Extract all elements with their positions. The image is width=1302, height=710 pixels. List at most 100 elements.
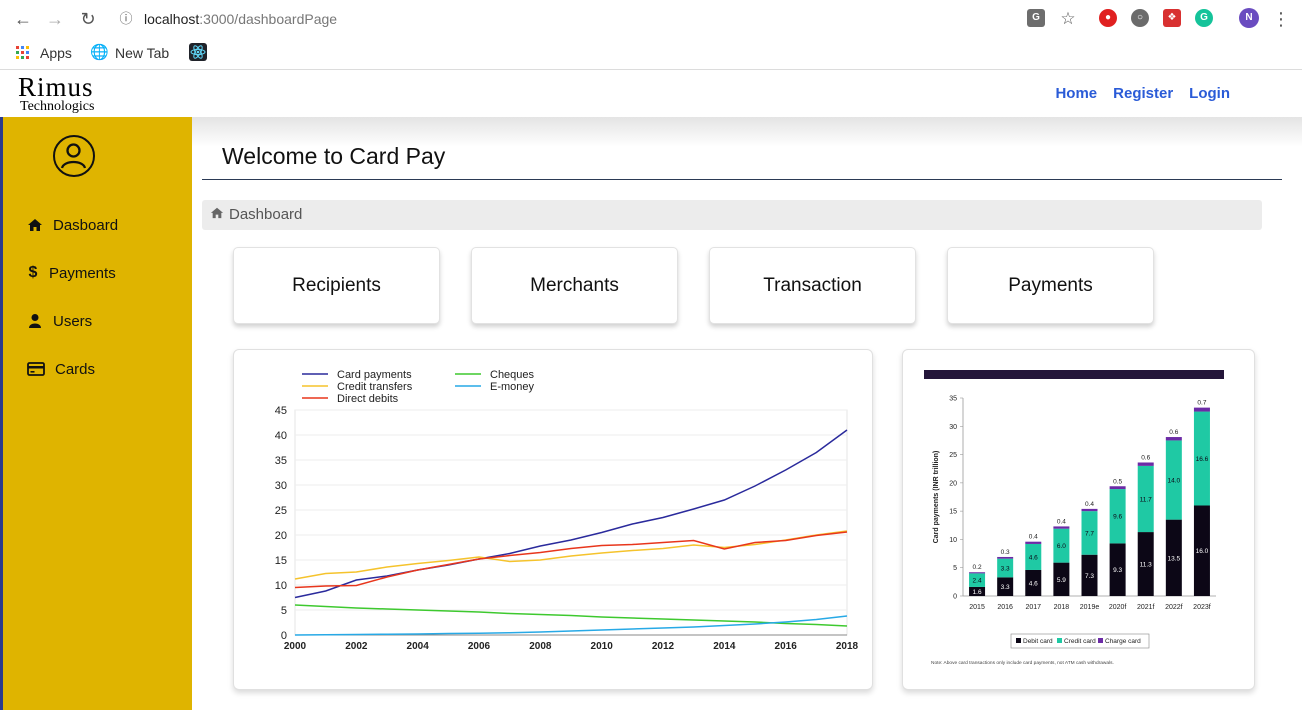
x-tick-label: 2016 — [775, 641, 798, 652]
extension-gray-icon[interactable]: ○ — [1131, 9, 1149, 27]
y-tick-label: 30 — [949, 424, 957, 431]
payments-card[interactable]: Payments — [947, 247, 1154, 324]
bar-value-label: 0.4 — [1057, 518, 1066, 525]
bar-value-label: 7.3 — [1085, 573, 1094, 580]
extension-red-icon[interactable]: ● — [1099, 9, 1117, 27]
apps-grid-icon[interactable] — [16, 46, 30, 60]
company-logo[interactable]: Rimus Technologics — [18, 72, 95, 114]
bar-value-label: 1.6 — [973, 589, 982, 596]
x-tick-label: 2018 — [1054, 604, 1070, 611]
bar-value-label: 13.5 — [1168, 555, 1181, 562]
browser-toolbar: ← → ↻ ⓘ localhost:3000/dashboardPage G ☆… — [0, 0, 1302, 38]
merchants-card[interactable]: Merchants — [471, 247, 678, 324]
grammarly-icon[interactable]: G — [1195, 9, 1213, 27]
x-tick-label: 2020f — [1109, 604, 1127, 611]
payments-line-chart: 0 5 10 15 20 25 30 35 40 45 2000 2002 2004 2006 2008 20… — [275, 369, 859, 652]
x-tick-label: 2010 — [591, 641, 614, 652]
series-line-card-payments — [294, 429, 848, 599]
bar-segment-charge-card — [1193, 407, 1210, 412]
translate-icon[interactable]: G — [1027, 9, 1045, 27]
bar-value-label: 4.6 — [1029, 554, 1038, 561]
back-arrow-icon[interactable]: ← — [14, 9, 32, 29]
bar-value-label: 0.4 — [1085, 501, 1094, 508]
bar-segment-credit-card — [1137, 465, 1154, 533]
legend-item: Cheques — [455, 369, 535, 381]
legend-swatch — [1098, 638, 1103, 643]
bar-segment-credit-card — [1165, 440, 1182, 520]
transaction-card[interactable]: Transaction — [709, 247, 916, 324]
menu-dots-icon[interactable]: ⋮ — [1272, 9, 1290, 29]
bar-value-label: 7.7 — [1085, 530, 1094, 537]
y-tick-label: 40 — [275, 430, 287, 442]
legend-item: E-money — [455, 381, 535, 393]
recipients-card[interactable]: Recipients — [233, 247, 440, 324]
bookmark-apps[interactable]: Apps — [40, 45, 72, 61]
bar-value-label: 0.5 — [1113, 478, 1122, 485]
bar-segment-debit-card — [1137, 532, 1154, 596]
y-tick-label: 15 — [949, 509, 957, 516]
breadcrumb: Dashboard — [202, 200, 1262, 230]
y-tick-label: 20 — [949, 480, 957, 487]
bar-value-label: 16.0 — [1196, 548, 1209, 555]
legend-box — [1010, 633, 1150, 649]
bar-value-label: 0.4 — [1029, 534, 1038, 541]
sidebar-item-users[interactable]: Users — [27, 309, 92, 333]
bar-segment-charge-card — [1109, 486, 1126, 490]
x-tick-label: 2015 — [969, 604, 985, 611]
bar-segment-debit-card — [969, 586, 986, 596]
y-tick-label: 30 — [275, 480, 287, 492]
bar-value-label: 2.4 — [973, 578, 982, 585]
sidebar-item-dashboard[interactable]: Dasboard — [27, 213, 118, 237]
legend-label: Credit card — [1064, 638, 1096, 645]
y-tick-label: 25 — [275, 505, 287, 517]
bookmark-new-tab[interactable]: New Tab — [115, 45, 170, 61]
logo-line2: Technologics — [20, 99, 95, 114]
reload-icon[interactable]: ↻ — [80, 9, 96, 29]
nav-login-link[interactable]: Login — [1189, 85, 1230, 102]
react-icon[interactable] — [189, 43, 207, 61]
legend-label: Charge card — [1105, 638, 1141, 645]
bar-segment-credit-card — [1193, 411, 1210, 506]
y-tick-label: 45 — [275, 405, 287, 417]
logo-line1: Rimus — [18, 72, 94, 102]
forward-arrow-icon[interactable]: → — [46, 9, 64, 29]
sidebar-item-payments[interactable]: $ Payments — [27, 261, 116, 285]
bar-value-label: 5.9 — [1057, 577, 1066, 584]
bar-segment-credit-card — [1109, 489, 1126, 544]
y-tick-label: 5 — [281, 605, 287, 617]
bar-chart-panel: 0 5 10 15 20 25 30 35 Card payments (INR trillio… — [902, 349, 1255, 690]
bar-segment-charge-card — [1081, 508, 1098, 512]
sidebar-item-cards[interactable]: Cards — [27, 357, 95, 381]
address-bar[interactable]: localhost:3000/dashboardPage — [144, 8, 337, 30]
chart-note: Note: Above card transactions only inclu… — [931, 660, 1114, 666]
user-avatar-icon[interactable] — [53, 135, 95, 177]
home-icon — [27, 217, 43, 233]
home-icon — [210, 200, 224, 230]
bar-value-label: 11.3 — [1140, 562, 1153, 569]
bar-segment-charge-card — [1137, 462, 1154, 466]
sidebar-item-label: Payments — [49, 264, 116, 282]
title-divider — [202, 179, 1282, 180]
info-icon[interactable]: ⓘ — [119, 11, 133, 26]
breadcrumb-item[interactable]: Dashboard — [229, 206, 303, 223]
bar-value-label: 3.3 — [1001, 565, 1010, 572]
card-payments-bar-chart: 0 5 10 15 20 25 30 35 Card payments (INR trillio… — [924, 370, 1224, 666]
bookmark-star-icon[interactable]: ☆ — [1060, 9, 1076, 28]
profile-avatar[interactable]: N — [1239, 8, 1259, 28]
bar-segment-debit-card — [1109, 543, 1126, 596]
nav-home-link[interactable]: Home — [1055, 85, 1098, 102]
extension-puzzle-icon[interactable]: ❖ — [1163, 9, 1181, 27]
x-tick-label: 2014 — [713, 641, 736, 652]
legend-label: Direct debits — [337, 393, 399, 405]
y-tick-label: 10 — [275, 580, 287, 592]
globe-icon: 🌐 — [90, 44, 109, 61]
nav-register-link[interactable]: Register — [1113, 85, 1174, 102]
x-tick-label: 2008 — [529, 641, 552, 652]
sidebar-item-label: Dasboard — [53, 216, 119, 234]
main-content: Welcome to Card Pay Dashboard Recipients… — [192, 117, 1302, 710]
browser-chrome: ← → ↻ ⓘ localhost:3000/dashboardPage G ☆… — [0, 0, 1302, 70]
legend-label: Cheques — [490, 369, 535, 381]
bar-segment-debit-card — [1053, 562, 1070, 596]
x-tick-label: 2022f — [1165, 604, 1183, 611]
series-line-cheques — [294, 604, 848, 627]
